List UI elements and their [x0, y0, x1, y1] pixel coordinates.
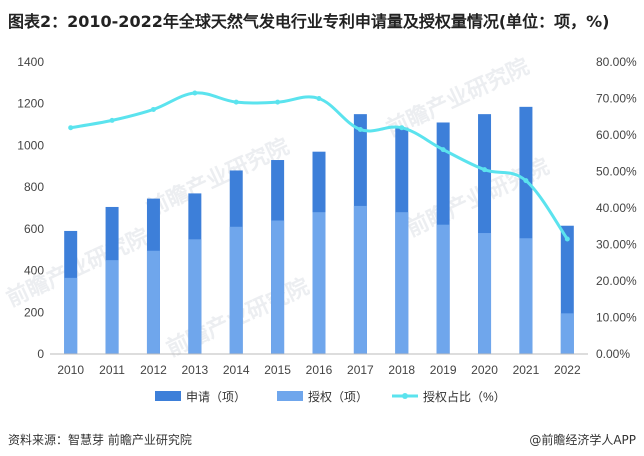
bar-grant — [146, 250, 160, 354]
y-right-tick-label: 30.00% — [596, 238, 637, 252]
y-left-tick-label: 1200 — [17, 97, 44, 111]
bar-grant — [519, 238, 533, 354]
y-left-tick-label: 200 — [24, 305, 44, 319]
y-right-tick-label: 80.00% — [596, 55, 637, 69]
legend-marker-ratio — [402, 393, 408, 399]
x-tick-label: 2017 — [347, 363, 374, 377]
y-right-tick-label: 10.00% — [596, 311, 637, 325]
y-right-tick-label: 60.00% — [596, 128, 637, 142]
ratio-point — [109, 117, 115, 123]
ratio-point — [482, 167, 488, 173]
x-tick-label: 2010 — [57, 363, 84, 377]
x-tick-label: 2019 — [430, 363, 457, 377]
legend-label-ratio: 授权占比（%） — [423, 389, 506, 404]
x-tick-label: 2022 — [554, 363, 581, 377]
chart-title: 图表2：2010-2022年全球天然气发电行业专利申请量及授权量情况(单位：项，… — [8, 12, 610, 31]
ratio-point — [357, 127, 363, 133]
ratio-point — [316, 96, 322, 101]
y-left-tick-label: 1000 — [17, 138, 44, 152]
bar-grant — [478, 233, 492, 354]
y-right-tick-label: 40.00% — [596, 201, 637, 215]
x-tick-label: 2011 — [99, 363, 125, 377]
y-right-tick-label: 50.00% — [596, 165, 637, 179]
bar-grant — [353, 205, 367, 354]
y-right-tick-label: 70.00% — [596, 92, 637, 106]
legend-label-grant: 授权（项） — [308, 389, 368, 404]
x-tick-label: 2014 — [223, 363, 250, 377]
bar-grant — [312, 212, 326, 354]
x-tick-label: 2012 — [140, 363, 167, 377]
ratio-point — [440, 147, 446, 153]
x-tick-label: 2018 — [388, 363, 415, 377]
x-tick-label: 2015 — [264, 363, 291, 377]
bar-grant — [560, 313, 574, 354]
legend-swatch-apply — [155, 391, 181, 401]
brand-credit: @前瞻经济学人APP — [529, 433, 636, 447]
legend-label-apply: 申请（项） — [186, 390, 246, 404]
bar-grant — [105, 260, 119, 354]
y-left-tick-label: 800 — [24, 180, 44, 194]
x-tick-label: 2020 — [471, 363, 498, 377]
y-left-tick-label: 0 — [37, 347, 44, 361]
ratio-point — [564, 236, 570, 242]
legend-swatch-grant — [277, 391, 303, 401]
ratio-point — [523, 178, 529, 184]
ratio-point — [150, 106, 156, 112]
ratio-point — [399, 125, 405, 131]
y-left-tick-label: 400 — [24, 264, 44, 278]
y-left-tick-label: 600 — [24, 222, 44, 236]
ratio-point — [233, 99, 239, 105]
ratio-point — [275, 99, 281, 105]
y-right-tick-label: 0.00% — [596, 347, 630, 361]
ratio-point — [68, 125, 74, 131]
bar-grant — [271, 220, 285, 354]
y-right-tick-label: 20.00% — [596, 274, 637, 288]
x-tick-label: 2021 — [513, 363, 540, 377]
y-left-tick-label: 1400 — [17, 55, 44, 69]
bar-grant — [229, 226, 243, 354]
bar-grant — [64, 277, 78, 354]
ratio-point — [192, 90, 198, 96]
bar-grant — [395, 212, 409, 354]
x-tick-label: 2013 — [181, 363, 208, 377]
x-tick-label: 2016 — [306, 363, 333, 377]
bar-grant — [436, 224, 450, 354]
bar-grant — [188, 239, 202, 354]
source-note: 资料来源：智慧芽 前瞻产业研究院 — [8, 433, 192, 447]
